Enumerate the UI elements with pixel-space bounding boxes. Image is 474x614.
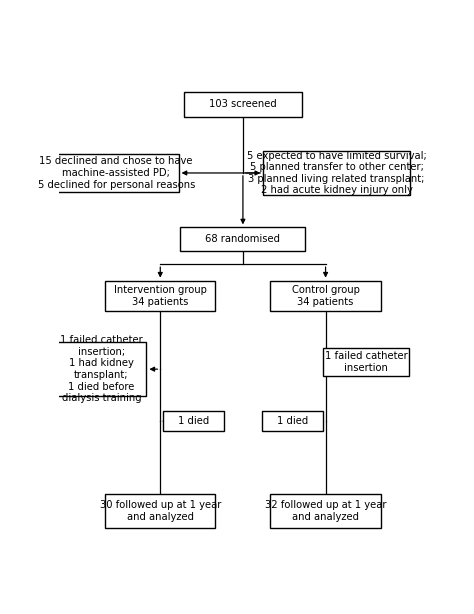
FancyBboxPatch shape — [271, 281, 381, 311]
FancyBboxPatch shape — [56, 342, 146, 397]
FancyBboxPatch shape — [263, 150, 410, 195]
FancyBboxPatch shape — [262, 411, 323, 431]
FancyBboxPatch shape — [323, 348, 409, 376]
Text: 1 failed catheter
insertion;
1 had kidney
transplant;
1 died before
dialysis tra: 1 failed catheter insertion; 1 had kidne… — [60, 335, 143, 403]
Text: 15 declined and chose to have
machine-assisted PD;
5 declined for personal reaso: 15 declined and chose to have machine-as… — [37, 157, 195, 190]
FancyBboxPatch shape — [105, 494, 215, 527]
Text: 32 followed up at 1 year
and analyzed: 32 followed up at 1 year and analyzed — [265, 500, 386, 522]
Text: 103 screened: 103 screened — [209, 99, 277, 109]
Text: 1 died: 1 died — [178, 416, 209, 426]
FancyBboxPatch shape — [105, 281, 215, 311]
Text: Control group
34 patients: Control group 34 patients — [292, 285, 359, 306]
Text: 1 died: 1 died — [277, 416, 308, 426]
FancyBboxPatch shape — [54, 154, 179, 192]
Text: 68 randomised: 68 randomised — [205, 234, 281, 244]
FancyBboxPatch shape — [271, 494, 381, 527]
Text: Intervention group
34 patients: Intervention group 34 patients — [114, 285, 207, 306]
Text: 1 failed catheter
insertion: 1 failed catheter insertion — [325, 351, 407, 373]
FancyBboxPatch shape — [184, 92, 301, 117]
FancyBboxPatch shape — [163, 411, 224, 431]
Text: 5 expected to have limited survival;
5 planned transfer to other center;
3 plann: 5 expected to have limited survival; 5 p… — [247, 150, 427, 195]
FancyBboxPatch shape — [181, 227, 305, 251]
Text: 30 followed up at 1 year
and analyzed: 30 followed up at 1 year and analyzed — [100, 500, 221, 522]
